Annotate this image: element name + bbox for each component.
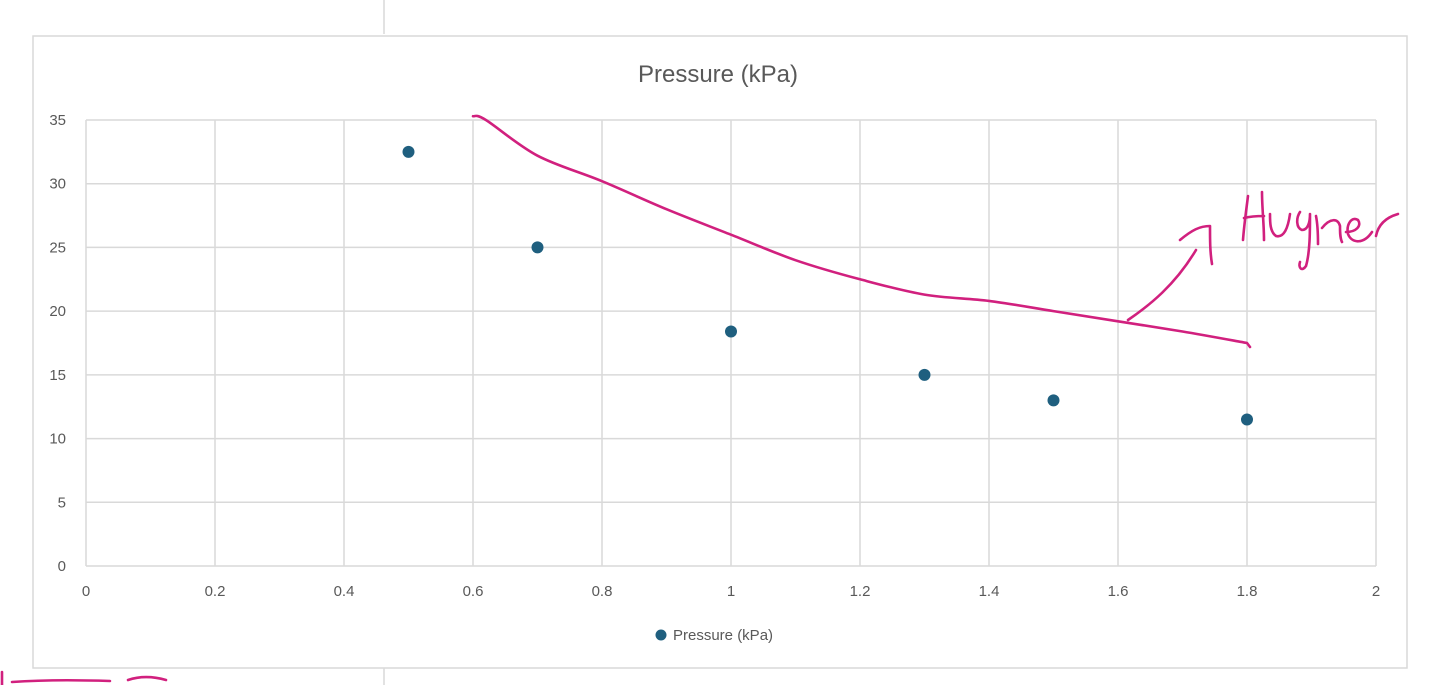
- chart-area-frame: [32, 35, 1408, 669]
- handwritten-word: [1241, 190, 1400, 271]
- data-point: [402, 145, 415, 158]
- x-tick-label: 1.2: [850, 583, 871, 600]
- axis-tick-labels: 0 0.2 0.4 0.6 0.8 1 1.2 1.4 1.6 1.8 20510152025303…: [49, 112, 1380, 600]
- y-tick-label: 35: [49, 112, 66, 129]
- x-tick-label: 1.8: [1237, 583, 1258, 600]
- legend-label: Pressure (kPa): [673, 627, 773, 644]
- handwritten-arrow-shaft: [1126, 248, 1198, 322]
- chart-title: Pressure (kPa): [638, 61, 798, 88]
- y-tick-label: 10: [49, 431, 66, 448]
- x-tick-label: 1: [727, 583, 735, 600]
- handwritten-annotation: [0, 190, 1400, 685]
- x-tick-label: 0.2: [205, 583, 226, 600]
- x-tick-label: 1.6: [1108, 583, 1129, 600]
- legend: Pressure (kPa): [655, 627, 773, 644]
- x-tick-label: 0: [82, 583, 90, 600]
- gridlines: [85, 119, 1377, 567]
- handwritten-trend-curve: [471, 114, 1252, 349]
- y-tick-label: 15: [49, 367, 66, 384]
- handwritten-arrowhead: [1178, 224, 1214, 266]
- x-tick-label: 2: [1372, 583, 1380, 600]
- data-point: [531, 241, 544, 254]
- y-tick-label: 0: [58, 558, 66, 575]
- y-tick-label: 30: [49, 176, 66, 193]
- handwritten-edge-mark: [0, 670, 168, 685]
- series-points: [402, 145, 1253, 426]
- legend-marker: [655, 629, 667, 641]
- y-tick-label: 25: [49, 239, 66, 256]
- x-tick-label: 0.4: [334, 583, 355, 600]
- x-tick-label: 0.8: [592, 583, 613, 600]
- x-tick-label: 1.4: [979, 583, 1000, 600]
- data-point: [1241, 413, 1253, 426]
- data-point: [918, 368, 931, 381]
- y-tick-label: 5: [58, 494, 66, 511]
- x-tick-label: 0.6: [463, 583, 484, 600]
- data-point: [725, 325, 737, 338]
- y-tick-label: 20: [49, 303, 66, 320]
- data-point: [1047, 394, 1060, 407]
